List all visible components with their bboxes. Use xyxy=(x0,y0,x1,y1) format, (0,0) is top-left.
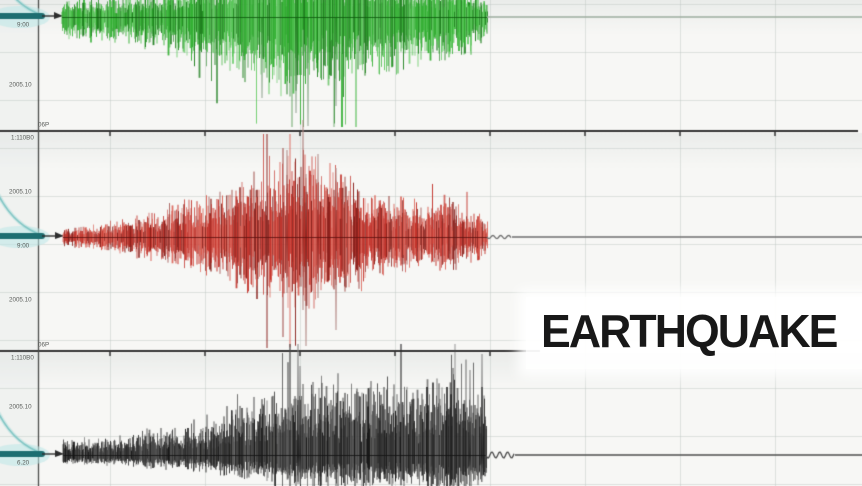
axis-label-time-3: 6.20 xyxy=(17,459,30,467)
axis-label-station-2: 06P xyxy=(38,341,50,349)
axis-label-code-1: 1:110B0 xyxy=(11,134,34,142)
caption-band: EARTHQUAKE xyxy=(526,297,862,369)
axis-label-station-1: 06P xyxy=(38,121,50,129)
axis-label-date-3: 2005.10 xyxy=(9,296,32,304)
axis-label-time-1: 9:00 xyxy=(17,21,30,29)
axis-label-date-1: 2005.10 xyxy=(9,81,32,89)
earthquake-title: EARTHQUAKE xyxy=(541,305,838,357)
axis-label-code-2: 1:110B0 xyxy=(11,354,34,362)
axis-label-date-2: 2005.10 xyxy=(9,188,32,196)
axis-label-time-2: 9:00 xyxy=(17,242,30,250)
axis-label-date-4: 2005.10 xyxy=(9,403,32,411)
